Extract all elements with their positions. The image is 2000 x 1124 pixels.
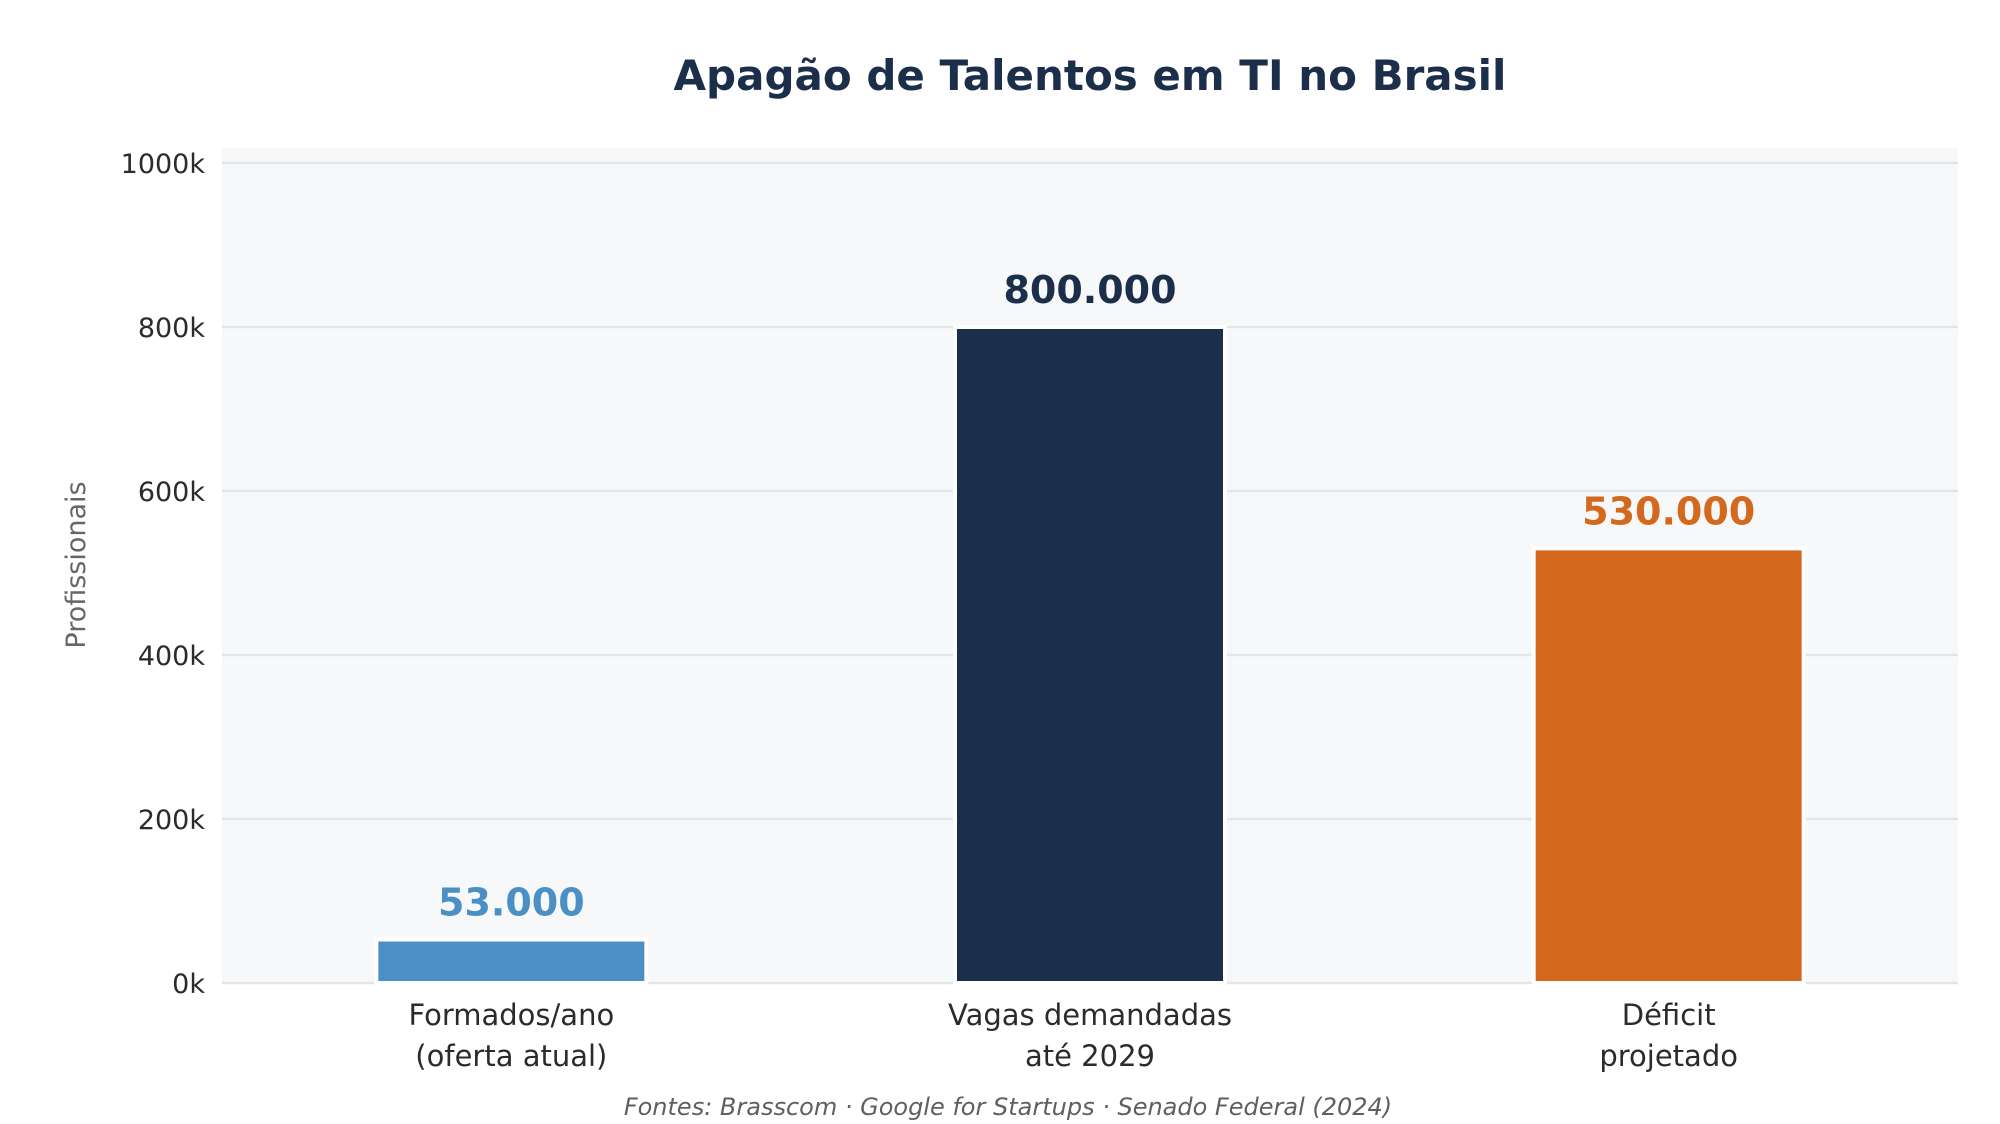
value-labels: 53.000 800.000 530.000 bbox=[438, 268, 1755, 925]
bar bbox=[953, 325, 1227, 985]
bar-value-label: 53.000 bbox=[438, 881, 585, 925]
y-tick-label: 200k bbox=[138, 805, 206, 836]
bar bbox=[1531, 546, 1806, 986]
x-tick-label: (oferta atual) bbox=[415, 1039, 607, 1073]
bar-value-label: 800.000 bbox=[1003, 268, 1176, 312]
x-tick-label: projetado bbox=[1599, 1039, 1738, 1073]
y-tick-label: 1000k bbox=[121, 149, 206, 180]
x-tick-label: até 2029 bbox=[1025, 1039, 1155, 1073]
bar-value-label: 530.000 bbox=[1582, 489, 1755, 533]
y-tick-label: 800k bbox=[138, 313, 206, 344]
y-tick-label: 0k bbox=[172, 969, 205, 1000]
bars bbox=[374, 325, 1806, 986]
x-tick-label: Déficit bbox=[1622, 998, 1716, 1032]
x-tick-label: Vagas demandadas bbox=[948, 998, 1232, 1032]
x-axis-ticks: Formados/ano (oferta atual) Vagas demandad… bbox=[408, 998, 1738, 1073]
x-tick-label: Formados/ano bbox=[408, 998, 614, 1032]
y-axis-ticks: 0k 200k 400k 600k 800k 1000k bbox=[121, 149, 206, 1000]
y-tick-label: 600k bbox=[138, 477, 206, 508]
source-footnote: Fontes: Brasscom · Google for Startups ·… bbox=[624, 1093, 1392, 1120]
bar bbox=[374, 937, 649, 985]
y-tick-label: 400k bbox=[138, 641, 206, 672]
chart-title: Apagão de Talentos em TI no Brasil bbox=[674, 51, 1507, 100]
y-axis-label: Profissionais bbox=[61, 481, 92, 648]
